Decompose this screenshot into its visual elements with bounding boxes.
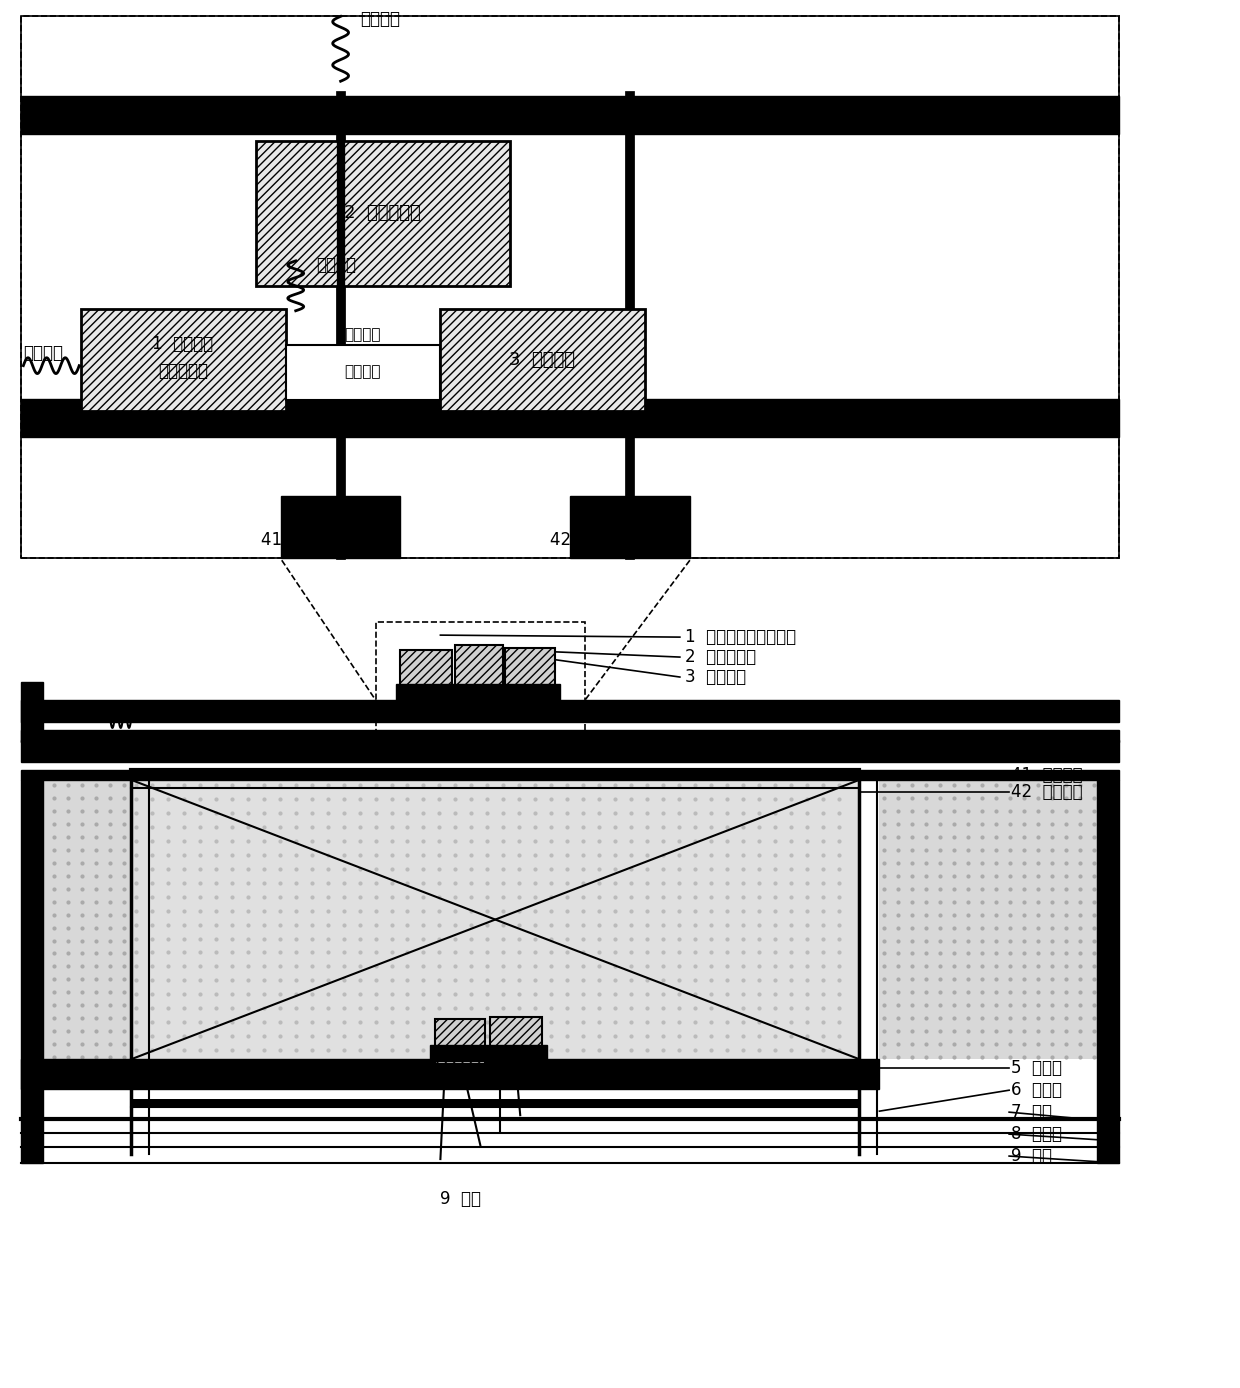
Text: 通信天线: 通信天线 — [24, 344, 63, 362]
Bar — [401, 650, 453, 698]
Text: 通信天线: 通信天线 — [316, 255, 356, 273]
Text: 1  信号处理与通信模块: 1 信号处理与通信模块 — [684, 629, 796, 647]
Bar — [280, 497, 401, 558]
Text: 6  金属杆: 6 金属杆 — [1011, 1081, 1063, 1099]
Text: 信号总线: 信号总线 — [345, 364, 381, 379]
Bar — [255, 142, 510, 286]
Text: 9  导线: 9 导线 — [1011, 1146, 1052, 1165]
Bar — [21, 682, 43, 722]
Bar — [131, 780, 859, 1059]
Text: 与通信模块: 与通信模块 — [157, 362, 208, 380]
Bar — [570, 497, 689, 558]
Bar — [879, 780, 1118, 1059]
Bar — [21, 398, 1118, 436]
Text: 2  无线中继站: 2 无线中继站 — [684, 648, 756, 666]
Text: 1  信号处理: 1 信号处理 — [153, 335, 213, 353]
Bar — [396, 684, 560, 702]
Text: 41  电源电极: 41 电源电极 — [1011, 766, 1083, 784]
Bar — [21, 17, 1118, 558]
Bar — [376, 622, 585, 743]
Bar — [21, 17, 1118, 558]
Bar — [21, 780, 43, 1163]
Bar — [131, 1099, 859, 1108]
Bar — [490, 1017, 542, 1059]
Text: 8  屏蔽罩: 8 屏蔽罩 — [869, 105, 925, 124]
Text: 供电电缆: 供电电缆 — [345, 328, 381, 343]
Bar — [21, 740, 1118, 762]
Bar — [505, 648, 556, 694]
Bar — [21, 700, 1118, 722]
Bar — [430, 1045, 547, 1062]
Text: 42  电源电极: 42 电源电极 — [551, 532, 621, 550]
Text: 5  支撑管: 5 支撑管 — [1011, 1059, 1063, 1077]
Bar — [21, 770, 1118, 780]
Text: 42  信号电极: 42 信号电极 — [1011, 783, 1083, 801]
Bar — [455, 645, 503, 688]
Bar — [285, 344, 440, 400]
Bar — [21, 780, 131, 1059]
Text: 3  电源模块: 3 电源模块 — [510, 351, 575, 369]
Bar — [21, 96, 1118, 135]
Text: 8  屏蔽罩: 8 屏蔽罩 — [1011, 1126, 1063, 1144]
Text: 3  电源模块: 3 电源模块 — [684, 668, 746, 686]
Bar — [21, 722, 43, 743]
Bar — [21, 1059, 879, 1090]
Text: 7  内管: 7 内管 — [1011, 1103, 1052, 1122]
Bar — [21, 1072, 879, 1090]
Text: 2  无线中继站: 2 无线中继站 — [345, 204, 420, 222]
Bar — [21, 730, 1118, 743]
Text: 41  信号电极: 41 信号电极 — [260, 532, 332, 550]
Text: 7  内管: 7 内管 — [869, 407, 914, 425]
Text: 通信天线: 通信天线 — [361, 10, 401, 28]
Bar — [81, 308, 285, 411]
Bar — [1097, 780, 1118, 1163]
Bar — [435, 1019, 485, 1065]
Text: 9  导线: 9 导线 — [440, 1190, 481, 1208]
Bar — [440, 308, 645, 411]
